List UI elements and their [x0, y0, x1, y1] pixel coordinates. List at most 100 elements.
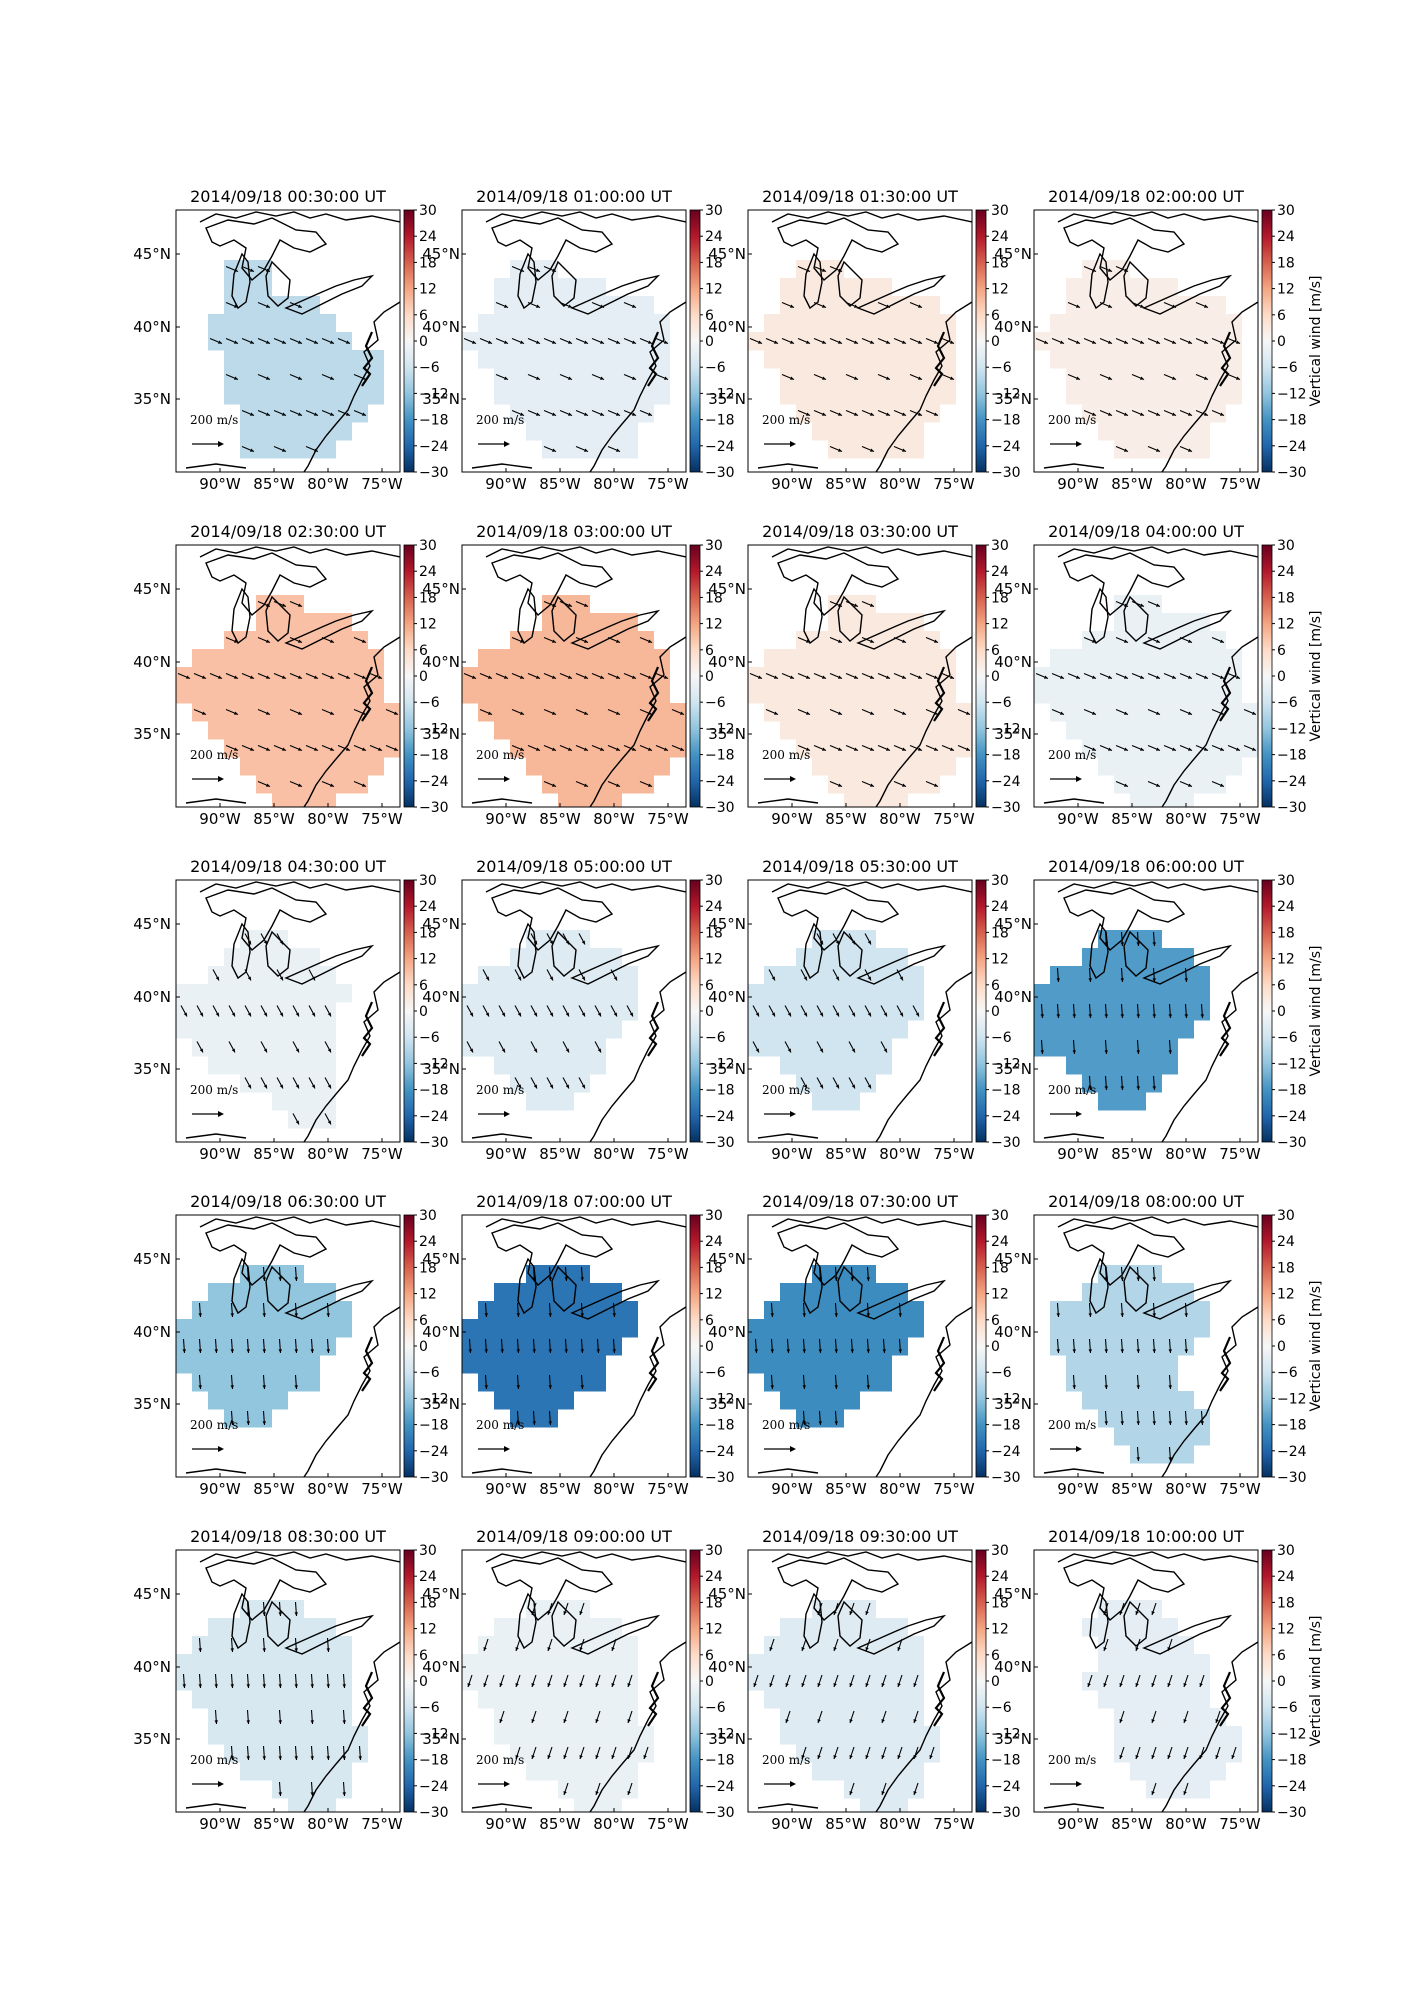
wind-arrowhead	[330, 376, 334, 380]
wind-arrowhead	[1167, 1755, 1171, 1759]
scale-label: 200 m/s	[1048, 1418, 1096, 1432]
colorbar-tick-label: 24	[1277, 564, 1295, 580]
wind-cell	[574, 1798, 622, 1812]
wind-cell	[526, 1092, 574, 1111]
coastlines	[757, 546, 972, 807]
panel-frame	[747, 1214, 973, 1478]
wind-arrowhead	[611, 1755, 615, 1759]
wind-cell	[1114, 613, 1210, 632]
wind-arrowhead	[520, 340, 524, 344]
colorbar-gradient	[975, 209, 987, 473]
colorbar-tick-label: −18	[705, 1418, 735, 1434]
wind-arrowhead	[1136, 1457, 1140, 1461]
wind-arrowhead	[790, 675, 794, 679]
wind-cell	[1098, 930, 1162, 949]
east-coastline	[875, 636, 972, 807]
scale-label: 200 m/s	[1048, 1753, 1096, 1767]
wind-arrowhead	[801, 1755, 805, 1759]
lat-tick-label: 45°N	[133, 915, 171, 933]
colorbar-tick-label: 30	[1277, 203, 1295, 219]
lon-tick-label: 75°W	[933, 1145, 975, 1163]
wind-arrowhead	[327, 1048, 331, 1053]
gulf-coast	[471, 1468, 533, 1474]
wind-arrowhead	[1151, 1611, 1155, 1615]
wind-arrowhead	[230, 1648, 234, 1652]
coastlines	[757, 1216, 972, 1477]
colorbar-tick-label: −24	[1277, 1444, 1307, 1460]
wind-cell	[812, 1092, 860, 1111]
colorbar-label: Vertical wind [m/s]	[1308, 946, 1324, 1077]
scale-arrowhead	[1076, 1446, 1082, 1452]
colorbar-gradient	[403, 879, 415, 1143]
colorbar-tick-label: 24	[991, 899, 1009, 915]
wind-arrowhead	[580, 1349, 584, 1353]
wind-arrowhead	[314, 412, 318, 416]
colorbar-tick-label: 12	[991, 952, 1009, 968]
wind-arrowhead	[1060, 340, 1064, 344]
lon-tick-label: 80°W	[593, 1145, 635, 1163]
lon-tick-label: 85°W	[253, 810, 295, 828]
wind-cell	[748, 1654, 924, 1673]
wind-arrowhead	[1156, 747, 1160, 751]
wind-cell	[494, 1283, 622, 1302]
wind-arrowhead	[568, 675, 572, 679]
wind-arrowhead	[1188, 340, 1192, 344]
colorbar-tick-label: −6	[1277, 695, 1298, 711]
lon-tick-label: 90°W	[485, 1815, 527, 1833]
wind-arrowhead	[966, 747, 970, 751]
colorbar-tick-label: −6	[1277, 1365, 1298, 1381]
coastline-north	[771, 1216, 972, 1228]
chesapeake-bay	[361, 1001, 374, 1057]
wind-arrowhead	[849, 1755, 853, 1759]
lat-tick-label: 35°N	[708, 1395, 746, 1413]
wind-arrowhead	[632, 747, 636, 751]
wind-arrowhead	[1056, 1349, 1060, 1353]
wind-arrowhead	[298, 376, 302, 380]
colorbar-gradient	[689, 1214, 701, 1478]
coastlines	[1043, 546, 1258, 807]
scale-arrowhead	[504, 1446, 510, 1452]
colorbar-tick-label: 0	[1277, 1004, 1286, 1020]
lake-erie-ontario	[856, 1279, 947, 1320]
colorbar-tick-label: 30	[1277, 1543, 1295, 1559]
wind-arrowhead	[362, 639, 366, 643]
lake-michigan	[231, 1257, 251, 1315]
lon-tick-label: 80°W	[1165, 1815, 1207, 1833]
lon-tick-label: 90°W	[485, 1145, 527, 1163]
wind-arrowhead	[294, 1612, 298, 1616]
lon-tick-label: 85°W	[1111, 1480, 1153, 1498]
colorbar-tick-label: 0	[419, 334, 428, 350]
wind-arrowhead	[1076, 340, 1080, 344]
wind-arrowhead	[548, 1385, 552, 1389]
wind-arrowhead	[1168, 1421, 1172, 1425]
wind-arrowhead	[822, 340, 826, 344]
wind-arrowhead	[579, 1647, 583, 1651]
wind-arrowhead	[1124, 675, 1128, 679]
coastline-north	[199, 1216, 400, 1228]
wind-arrowhead	[198, 1349, 202, 1353]
lake-erie-ontario	[570, 1279, 661, 1320]
lon-tick-label: 80°W	[307, 1815, 349, 1833]
colorbar-tick-label: −24	[419, 439, 449, 455]
wind-arrowhead	[326, 1349, 330, 1353]
colorbar-tick-label: 0	[705, 669, 714, 685]
wind-cell	[224, 278, 272, 297]
wind-arrowhead	[298, 412, 302, 416]
wind-cell	[1082, 1618, 1178, 1637]
wind-cell	[1130, 1762, 1226, 1781]
wind-arrowhead	[515, 1683, 519, 1687]
colorbar-tick-label: 30	[991, 873, 1009, 889]
lon-tick-label: 90°W	[1057, 1145, 1099, 1163]
wind-cell	[542, 613, 638, 632]
wind-cell	[780, 386, 956, 405]
wind-arrowhead	[770, 1313, 774, 1317]
wind-arrowhead	[1172, 675, 1176, 679]
wind-arrowhead	[1220, 639, 1224, 643]
wind-arrowhead	[1220, 747, 1224, 751]
wind-arrowhead	[867, 1084, 871, 1089]
wind-arrowhead	[1156, 639, 1160, 643]
colorbar-tick-label: −30	[1277, 800, 1307, 816]
wind-arrowhead	[918, 412, 922, 416]
wind-arrowhead	[867, 976, 871, 981]
colorbar-gradient	[403, 544, 415, 808]
